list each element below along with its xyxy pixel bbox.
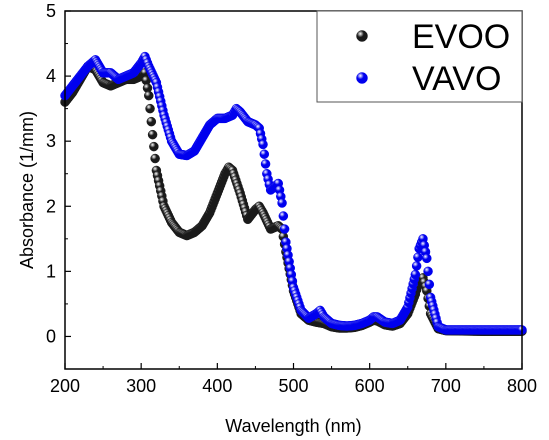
legend-marker-vavo: [356, 72, 368, 84]
data-point: [260, 159, 271, 169]
data-point: [423, 266, 433, 277]
legend: EVOO VAVO: [316, 10, 523, 103]
data-point: [150, 153, 160, 164]
x-tick-label: 700: [431, 376, 461, 396]
data-point: [422, 253, 432, 264]
data-point: [145, 103, 155, 114]
data-point: [277, 198, 287, 208]
x-tick-label: 600: [355, 376, 385, 396]
legend-items: EVOO VAVO: [356, 18, 510, 98]
x-tick-label: 500: [278, 376, 308, 396]
data-point: [411, 261, 422, 271]
legend-label-evoo: EVOO: [412, 18, 510, 56]
y-tick-label: 5: [46, 1, 56, 21]
y-tick-label: 4: [46, 66, 56, 86]
y-tick-label: 1: [46, 261, 56, 281]
series-layer: [60, 51, 527, 336]
x-tick-label: 800: [507, 376, 537, 396]
y-tick-label: 0: [46, 326, 56, 346]
data-point: [410, 269, 421, 280]
data-point: [413, 252, 423, 263]
x-tick-label: 200: [50, 376, 80, 396]
x-tick-label: 300: [126, 376, 156, 396]
data-point: [149, 141, 159, 152]
x-axis-title: Wavelength (nm): [225, 416, 361, 436]
y-tick-label: 3: [46, 131, 56, 151]
data-point: [259, 149, 270, 159]
series-vavo: [60, 51, 527, 335]
data-point: [258, 139, 268, 150]
data-point: [279, 224, 290, 234]
legend-box: [316, 10, 523, 103]
y-axis-title: Absorbance (1/mm): [17, 111, 37, 269]
data-point: [144, 90, 154, 101]
legend-marker-evoo: [356, 30, 368, 42]
data-point: [147, 129, 158, 140]
y-tick-label: 2: [46, 196, 56, 216]
data-point: [146, 116, 157, 127]
x-tick-label: 400: [202, 376, 232, 396]
data-point: [424, 279, 435, 290]
data-point: [278, 211, 289, 221]
legend-label-vavo: VAVO: [412, 60, 501, 98]
ticks-layer: 200 300 400 500 600 700 800 0 1 2 3 4 5: [46, 1, 537, 396]
